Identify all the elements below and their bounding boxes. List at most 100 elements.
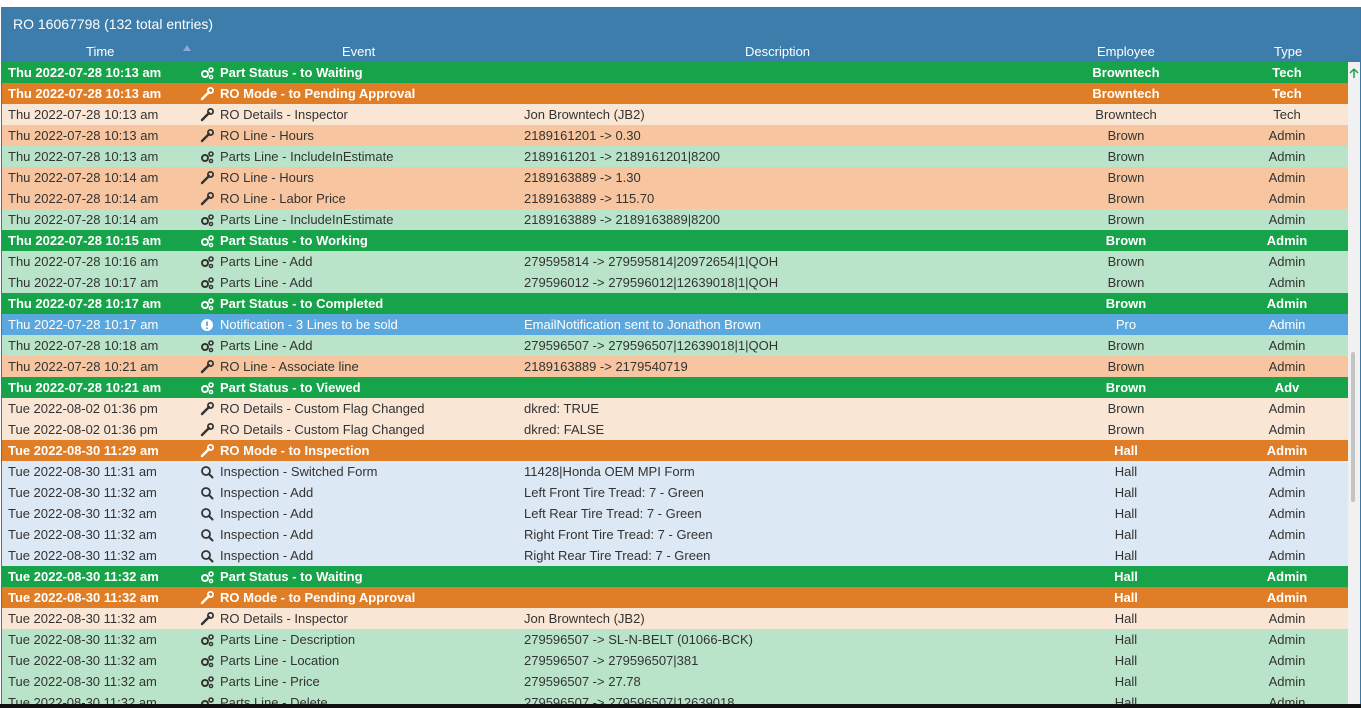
employee-cell: Brown <box>1105 296 1147 311</box>
event-cell: Parts Line - Add <box>220 254 313 269</box>
description-cell: 279596507 -> SL-N-BELT (01066-BCK) <box>524 632 753 647</box>
event-icon <box>201 571 214 584</box>
description-cell: Right Front Tire Tread: 7 - Green <box>524 527 713 542</box>
column-header[interactable]: Description <box>745 44 811 59</box>
event-icon <box>200 444 214 458</box>
event-cell: Parts Line - Location <box>220 653 340 668</box>
type-cell: Admin <box>1268 191 1306 206</box>
type-cell: Admin <box>1268 149 1306 164</box>
event-cell: Part Status - to Waiting <box>220 569 363 584</box>
description-cell: 279596507 -> 279596507|12639018|1|QOH <box>524 338 779 353</box>
employee-cell: Hall <box>1114 443 1138 458</box>
type-cell: Admin <box>1268 506 1306 521</box>
time-cell: Thu 2022-07-28 10:18 am <box>8 338 159 353</box>
employee-cell: Hall <box>1114 569 1138 584</box>
employee-cell: Brown <box>1107 338 1145 353</box>
description-cell: Jon Browntech (JB2) <box>524 107 645 122</box>
description-cell: 279596507 -> 279596507|12639018 <box>524 695 735 706</box>
log-row: Tue 2022-08-30 11:32 am Inspection - Add L… <box>2 482 1348 503</box>
scrollbar-thumb[interactable] <box>1351 352 1355 502</box>
event-cell: Inspection - Add <box>220 485 314 500</box>
description-cell: 279596012 -> 279596012|12639018|1|QOH <box>524 275 779 290</box>
event-cell: Inspection - Add <box>220 506 314 521</box>
event-icon <box>201 151 214 164</box>
employee-cell: Brown <box>1107 401 1145 416</box>
event-icon <box>201 214 214 227</box>
employee-cell: Brown <box>1107 128 1145 143</box>
type-cell: Admin <box>1268 275 1306 290</box>
event-icon <box>200 612 214 626</box>
type-cell: Admin <box>1268 212 1306 227</box>
time-cell: Tue 2022-08-30 11:32 am <box>8 506 157 521</box>
event-cell: Part Status - to Completed <box>220 296 384 311</box>
event-cell: RO Mode - to Pending Approval <box>220 590 416 605</box>
event-icon <box>201 235 214 248</box>
log-row: Thu 2022-07-28 10:13 am RO Mode - to Pend… <box>2 83 1348 104</box>
log-row: Thu 2022-07-28 10:15 am Part Status - to … <box>2 230 1348 251</box>
time-cell: Thu 2022-07-28 10:15 am <box>8 233 162 248</box>
type-cell: Admin <box>1266 233 1308 248</box>
log-row: Tue 2022-08-30 11:32 am Parts Line - Loca… <box>2 650 1348 671</box>
event-cell: RO Details - Inspector <box>220 611 348 626</box>
event-icon <box>201 655 214 668</box>
log-row: Thu 2022-07-28 10:17 am Parts Line - Add 2… <box>2 272 1348 293</box>
log-row: Thu 2022-07-28 10:14 am RO Line - Labor P… <box>2 188 1348 209</box>
employee-cell: Brown <box>1107 254 1145 269</box>
description-cell: Right Rear Tire Tread: 7 - Green <box>524 548 711 563</box>
event-icon <box>201 634 214 647</box>
event-icon <box>200 108 214 122</box>
log-row: Thu 2022-07-28 10:21 am Part Status - to … <box>2 377 1348 398</box>
log-row: Tue 2022-08-02 01:36 pm RO Details - Cust… <box>2 398 1348 419</box>
time-cell: Thu 2022-07-28 10:13 am <box>8 107 159 122</box>
type-cell: Admin <box>1268 422 1306 437</box>
log-row: Tue 2022-08-30 11:29 am RO Mode - to Insp… <box>2 440 1348 461</box>
employee-cell: Brown <box>1107 422 1145 437</box>
employee-cell: Brown <box>1105 233 1147 248</box>
employee-cell: Hall <box>1114 695 1138 706</box>
employee-cell: Hall <box>1114 506 1138 521</box>
column-header[interactable]: Event <box>342 44 376 59</box>
log-row: Tue 2022-08-30 11:32 am Part Status - to … <box>2 566 1348 587</box>
description-cell: Left Rear Tire Tread: 7 - Green <box>524 506 702 521</box>
time-cell: Thu 2022-07-28 10:14 am <box>8 212 159 227</box>
time-cell: Tue 2022-08-30 11:32 am <box>8 527 157 542</box>
description-cell: Left Front Tire Tread: 7 - Green <box>524 485 704 500</box>
time-cell: Thu 2022-07-28 10:13 am <box>8 149 159 164</box>
event-cell: Notification - 3 Lines to be sold <box>220 317 398 332</box>
time-cell: Tue 2022-08-30 11:32 am <box>8 653 157 668</box>
time-cell: Tue 2022-08-02 01:36 pm <box>8 422 158 437</box>
employee-cell: Hall <box>1114 464 1138 479</box>
log-row: Thu 2022-07-28 10:14 am Parts Line - Incl… <box>2 209 1348 230</box>
event-icon <box>201 529 214 542</box>
employee-cell: Hall <box>1114 674 1138 689</box>
type-cell: Admin <box>1268 548 1306 563</box>
sort-indicator <box>183 45 191 51</box>
event-icon <box>200 360 214 374</box>
log-row: Thu 2022-07-28 10:13 am Parts Line - Incl… <box>2 146 1348 167</box>
time-cell: Tue 2022-08-30 11:32 am <box>8 485 157 500</box>
employee-cell: Hall <box>1114 653 1138 668</box>
log-panel: RO 16067798 (132 total entries) Time Eve… <box>1 7 1361 706</box>
log-row: Tue 2022-08-30 11:32 am Parts Line - Dele… <box>2 692 1348 706</box>
column-header[interactable]: Employee <box>1097 44 1155 59</box>
type-cell: Admin <box>1266 296 1308 311</box>
description-cell: 2189163889 -> 2179540719 <box>524 359 688 374</box>
column-header[interactable]: Time <box>86 44 115 59</box>
event-icon <box>201 298 214 311</box>
event-cell: RO Details - Inspector <box>220 107 348 122</box>
event-icon <box>201 550 214 563</box>
event-icon <box>201 676 214 689</box>
event-cell: RO Mode - to Inspection <box>220 443 370 458</box>
panel-title: RO 16067798 (132 total entries) <box>13 16 214 32</box>
scrollbar[interactable] <box>1348 62 1360 705</box>
description-cell: 2189161201 -> 2189161201|8200 <box>524 149 721 164</box>
event-icon <box>201 256 214 269</box>
description-cell: dkred: TRUE <box>524 401 599 416</box>
description-cell: 279596507 -> 27.78 <box>524 674 641 689</box>
column-header[interactable]: Type <box>1274 44 1303 59</box>
event-cell: Parts Line - IncludeInEstimate <box>220 149 394 164</box>
event-cell: RO Details - Custom Flag Changed <box>220 422 425 437</box>
panel-header: RO 16067798 (132 total entries) Time Eve… <box>2 8 1360 62</box>
scroll-up-arrow[interactable] <box>1349 68 1359 78</box>
